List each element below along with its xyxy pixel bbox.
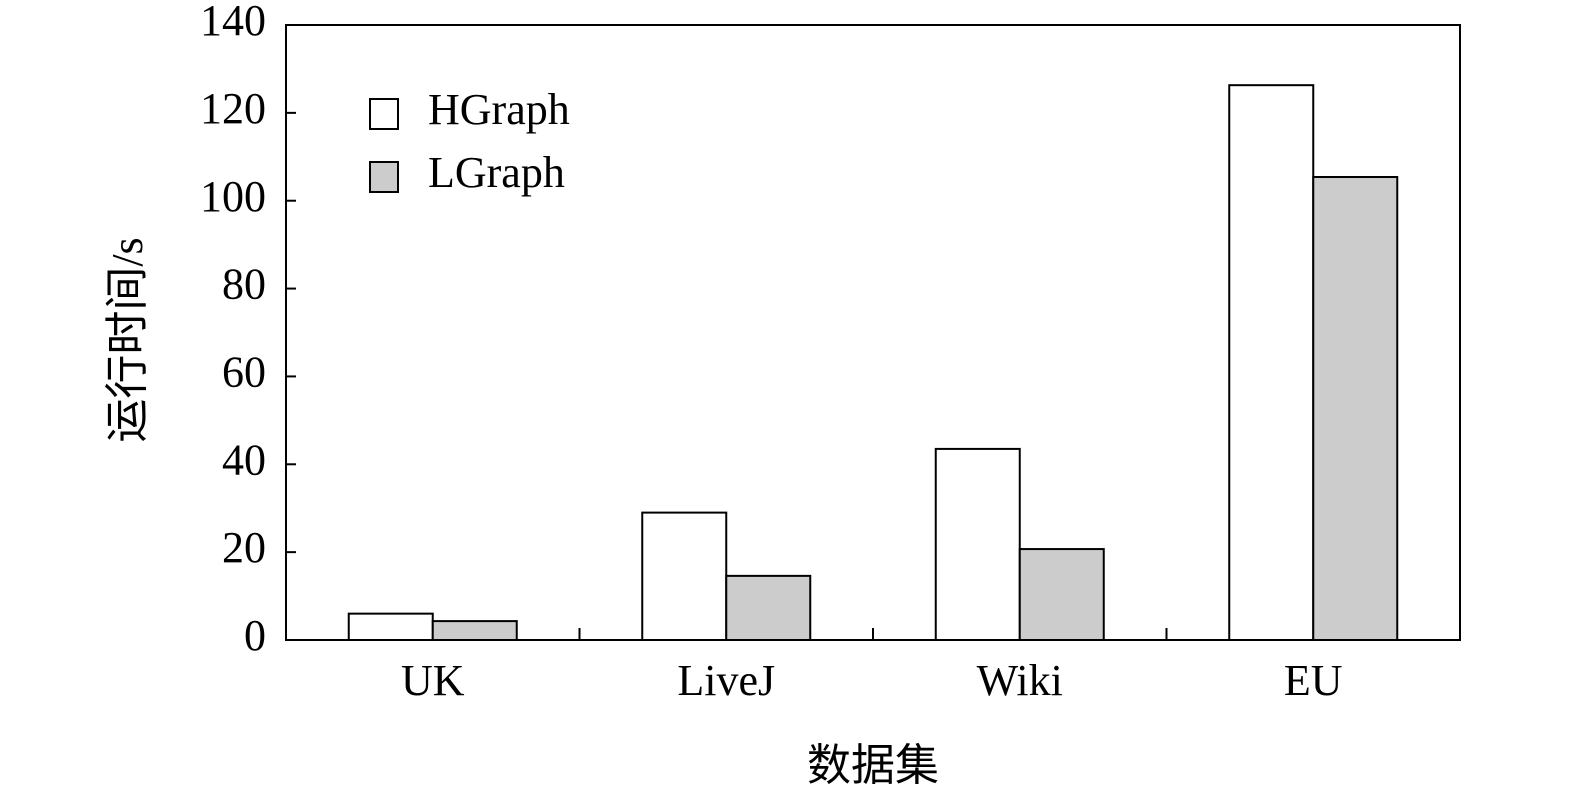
bar xyxy=(934,447,1021,641)
y-tick-label: 20 xyxy=(222,523,266,572)
x-tick-label: EU xyxy=(1284,656,1343,705)
x-tick-label: UK xyxy=(401,656,465,705)
legend-label: LGraph xyxy=(428,148,565,197)
y-tick-label: 100 xyxy=(200,172,266,221)
bar xyxy=(641,511,728,641)
y-tick-label: 80 xyxy=(222,260,266,309)
y-tick-label: 120 xyxy=(200,84,266,133)
y-tick-label: 140 xyxy=(200,0,266,45)
y-tick-label: 60 xyxy=(222,348,266,397)
bar xyxy=(1312,175,1399,641)
bar xyxy=(1228,84,1315,642)
y-tick-label: 0 xyxy=(244,611,266,660)
bar xyxy=(1018,548,1105,642)
legend-label: HGraph xyxy=(428,85,570,134)
y-axis-label: 运行时间/s xyxy=(103,237,152,442)
legend-swatch xyxy=(369,161,399,193)
legend-swatch xyxy=(369,98,399,130)
bar xyxy=(431,620,518,642)
bar xyxy=(347,612,434,642)
x-tick-label: Wiki xyxy=(977,656,1063,705)
plot-frame xyxy=(285,24,1461,641)
x-tick-label: LiveJ xyxy=(677,656,775,705)
x-axis-label: 数据集 xyxy=(807,741,939,790)
bar xyxy=(725,574,812,641)
y-tick-label: 40 xyxy=(222,435,266,484)
